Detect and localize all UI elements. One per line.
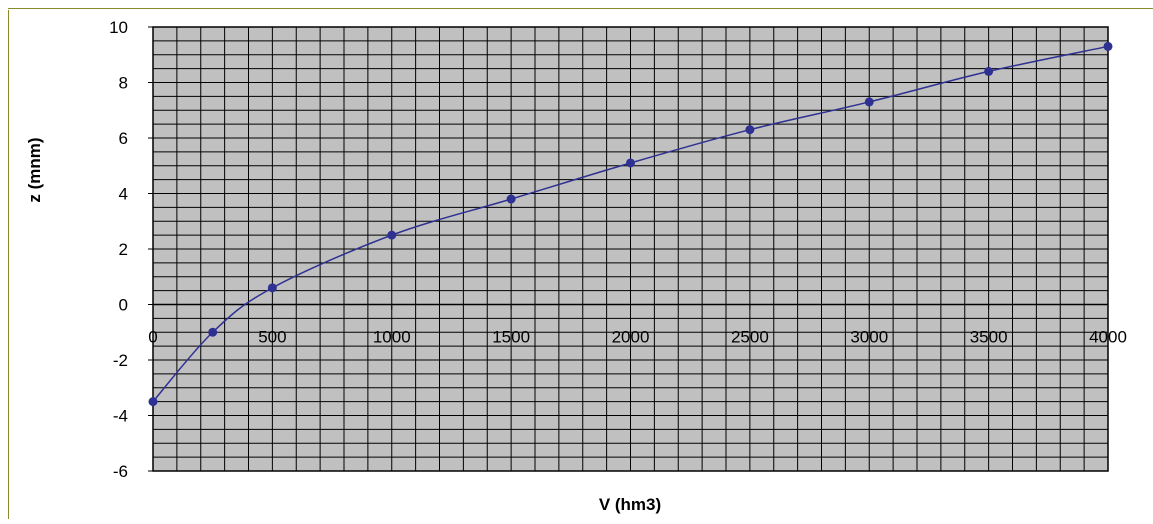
y-axis: -6 -4 -2 0 2 4 6 8 10 bbox=[109, 18, 153, 481]
data-point bbox=[745, 125, 755, 135]
x-tick-label: 3000 bbox=[850, 328, 888, 347]
data-point bbox=[208, 327, 218, 337]
data-point bbox=[1103, 41, 1113, 51]
y-tick-label: 2 bbox=[119, 240, 128, 259]
data-point bbox=[267, 283, 277, 293]
x-tick-label: 0 bbox=[148, 328, 157, 347]
data-point bbox=[626, 158, 635, 168]
x-tick-label: 2000 bbox=[612, 328, 650, 347]
series-layer bbox=[148, 41, 1113, 407]
x-axis: 0 500 1000 1500 2000 2500 3000 3500 4000 bbox=[148, 303, 1127, 347]
y-axis-label: z (mnm) bbox=[25, 137, 44, 202]
data-point bbox=[148, 397, 158, 407]
x-tick-label: 3500 bbox=[970, 328, 1008, 347]
y-tick-label: 4 bbox=[119, 185, 128, 204]
data-point bbox=[864, 97, 874, 107]
series-line bbox=[152, 45, 1109, 403]
y-tick-label: -2 bbox=[113, 351, 128, 370]
y-tick-label: -6 bbox=[113, 462, 128, 481]
y-tick-label: 6 bbox=[119, 129, 128, 148]
x-tick-label: 1000 bbox=[373, 328, 411, 347]
x-tick-label: 500 bbox=[258, 328, 286, 347]
data-point bbox=[506, 194, 516, 204]
x-tick-label: 2500 bbox=[731, 328, 769, 347]
y-tick-label: 0 bbox=[119, 296, 128, 315]
x-axis-label: V (hm3) bbox=[599, 495, 661, 514]
x-tick-label: 1500 bbox=[492, 328, 530, 347]
y-tick-label: 8 bbox=[119, 74, 128, 93]
data-point bbox=[984, 66, 994, 76]
data-point bbox=[387, 230, 397, 240]
grid bbox=[153, 27, 1108, 471]
y-tick-label: 10 bbox=[109, 18, 128, 37]
x-tick-label: 4000 bbox=[1089, 328, 1127, 347]
y-tick-label: -4 bbox=[113, 407, 128, 426]
